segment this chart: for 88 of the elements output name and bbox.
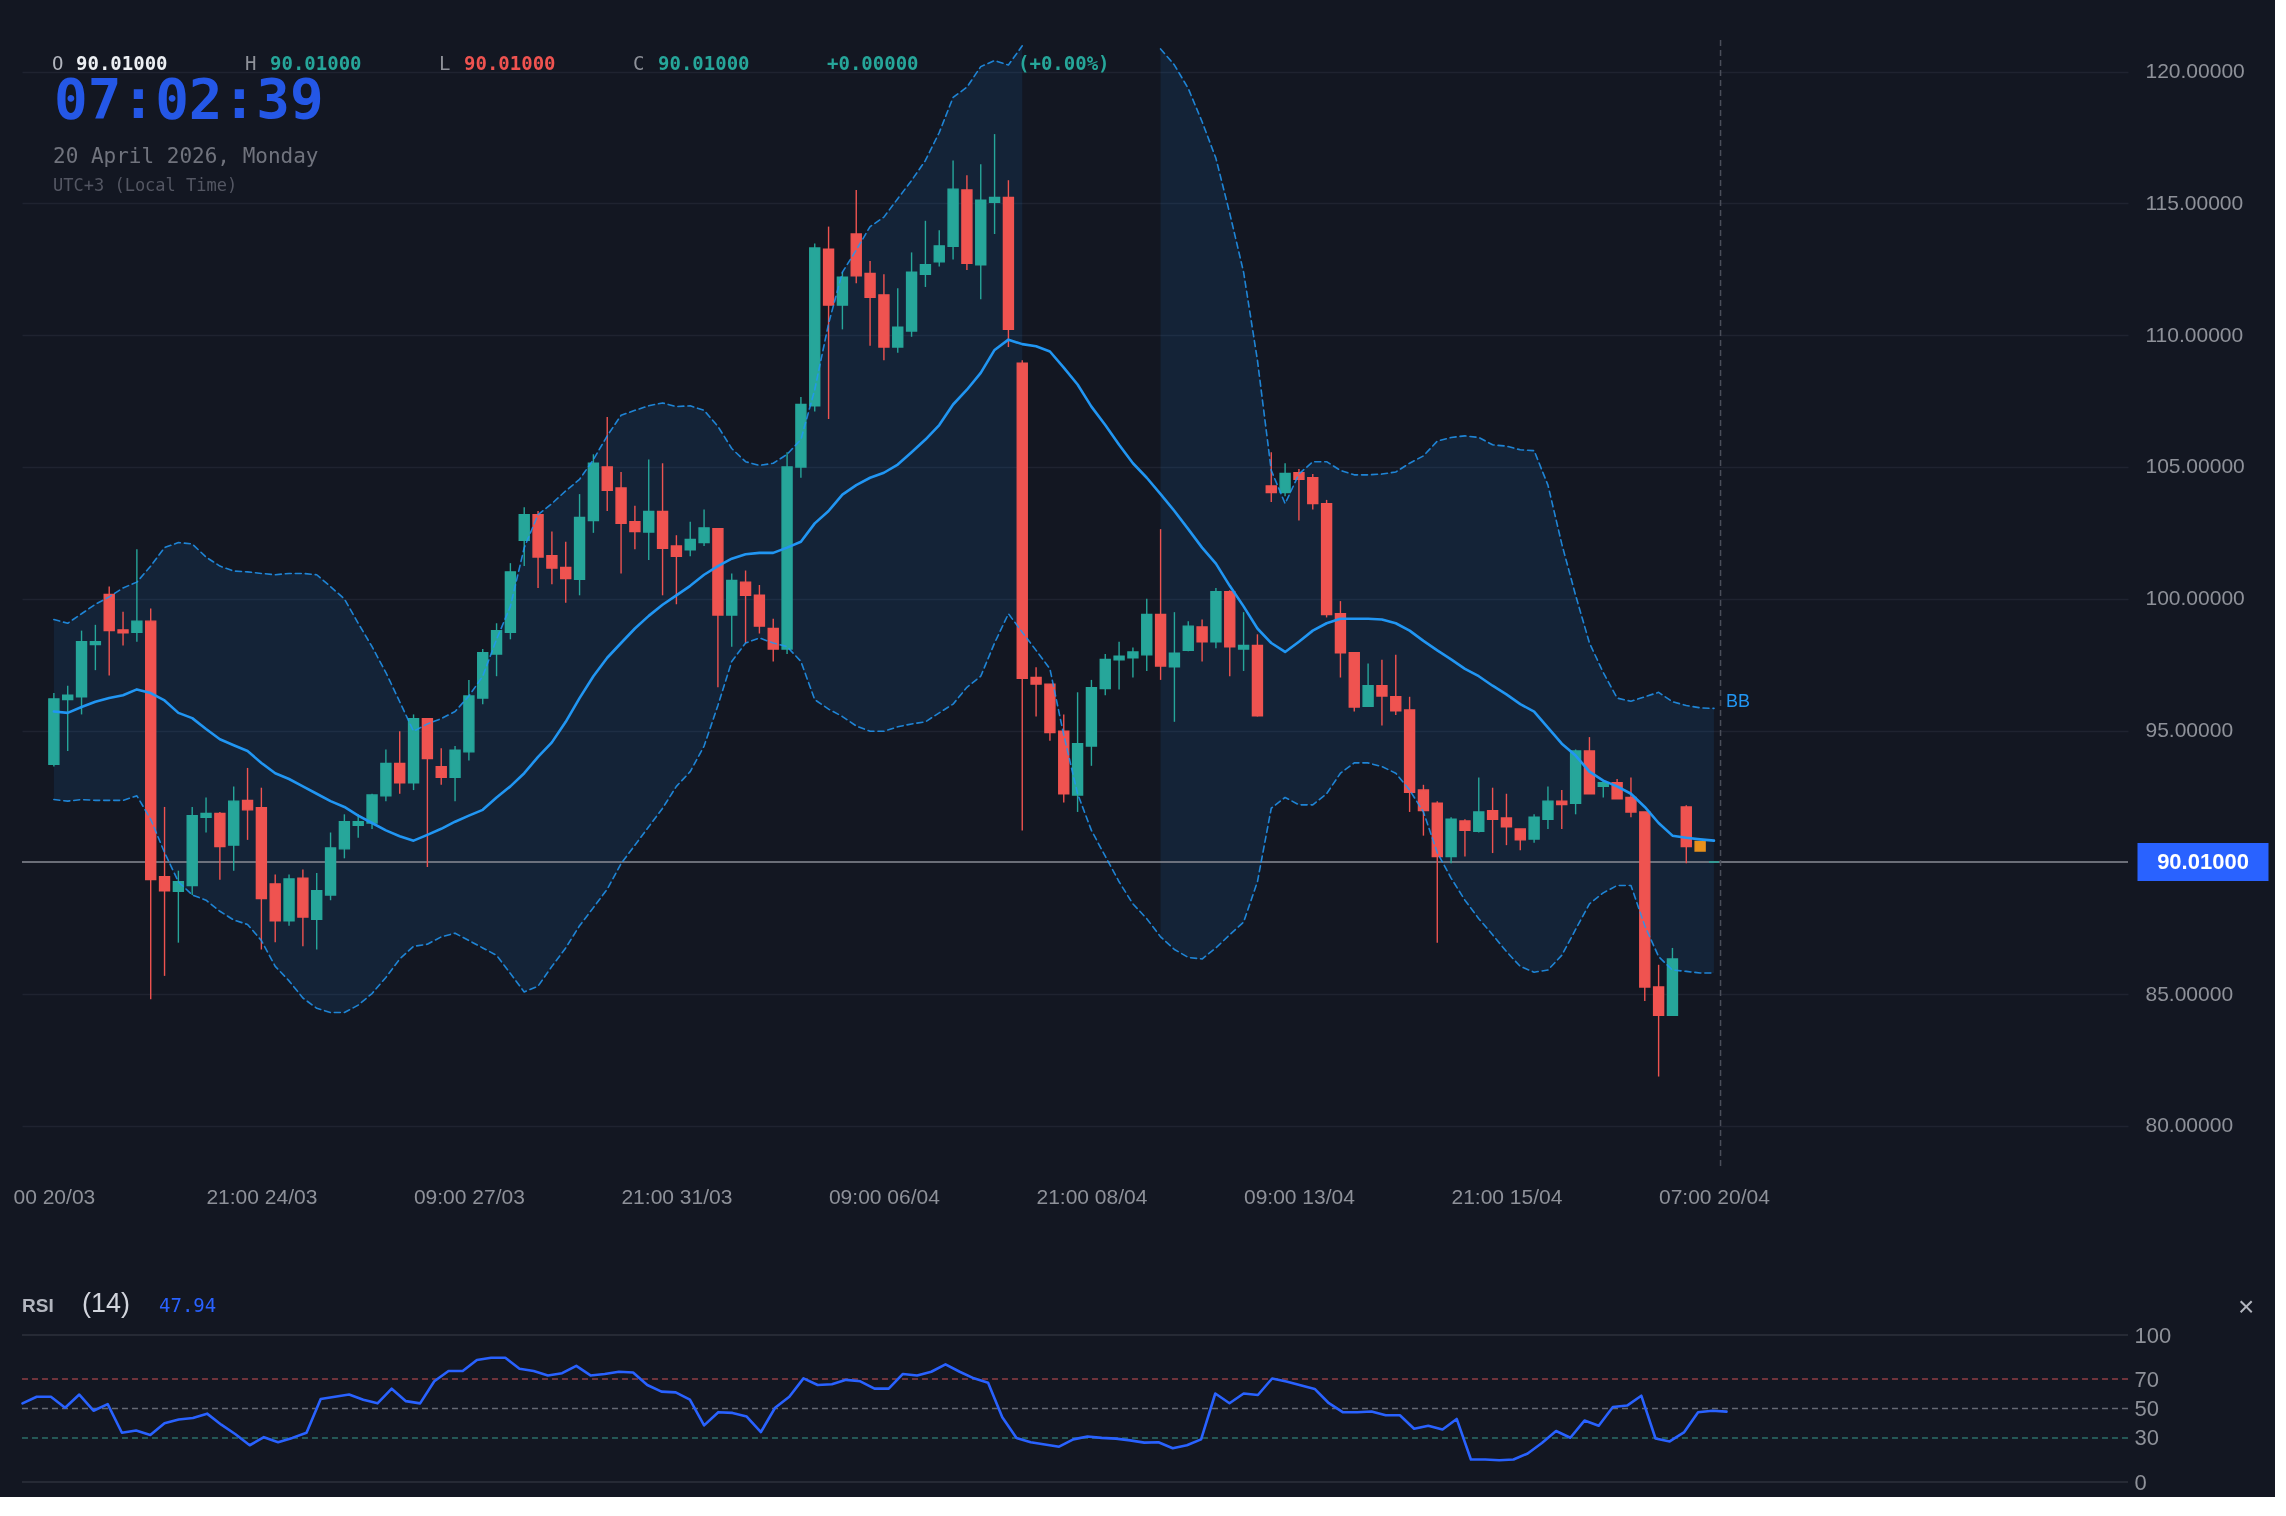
text: × — [2238, 1291, 2255, 1322]
candlestick — [1113, 640, 1125, 691]
candlestick — [1168, 611, 1181, 723]
annotation: H — [245, 52, 257, 74]
candlestick — [767, 618, 779, 663]
annotation: +0.00000 — [827, 52, 919, 74]
candlestick — [1625, 776, 1637, 818]
candlestick — [546, 530, 558, 585]
annotation: 90.01000 — [658, 52, 750, 74]
x-tick-label: 09:00 13/04 — [1243, 1184, 1356, 1208]
candlestick — [1500, 793, 1513, 846]
candlestick — [1030, 666, 1042, 718]
candlestick — [1556, 789, 1568, 830]
x-tick-label: 21:00 15/04 — [1451, 1184, 1563, 1208]
candlestick — [919, 220, 932, 288]
y-tick-label: 100.00000 — [2145, 586, 2245, 610]
y-tick-label: 50 — [2134, 1396, 2159, 1421]
chart-title: RSI — [22, 1294, 54, 1316]
candlestick — [435, 747, 447, 786]
candlestick — [1376, 659, 1388, 727]
y-tick-label: 120.00000 — [2145, 59, 2245, 83]
candlestick — [131, 548, 143, 643]
chart-subtitle: (14) — [82, 1288, 131, 1318]
candlestick — [241, 767, 254, 841]
candlestick — [394, 730, 406, 795]
candlestick — [892, 287, 904, 354]
x-tick-label: 21:00 24/03 — [206, 1184, 318, 1208]
candlestick — [158, 806, 171, 977]
y-tick-label: 80.00000 — [2145, 1113, 2234, 1137]
candlestick — [670, 534, 683, 605]
y-tick-label: 95.00000 — [2145, 718, 2234, 741]
candlestick — [684, 521, 696, 557]
candlestick — [601, 416, 613, 512]
line-series — [52, 338, 1716, 842]
annotation: 90.01000 — [76, 52, 168, 74]
candlestick — [200, 796, 212, 834]
candlestick — [1514, 828, 1526, 851]
candlestick — [1417, 784, 1430, 837]
x-tick-label: 09:00 27/03 — [413, 1184, 525, 1208]
candlestick — [1528, 813, 1540, 844]
candlestick — [89, 624, 102, 671]
x-tick-label: 00 20/03 — [13, 1184, 96, 1208]
y-tick-label: 70 — [2134, 1366, 2159, 1392]
y-tick-label: 30 — [2134, 1425, 2159, 1451]
candlestick — [698, 508, 710, 547]
candlestick — [117, 610, 129, 647]
annotation: 90.01000 — [270, 52, 362, 74]
annotation: (+0.00%) — [1018, 52, 1110, 74]
candlestick — [62, 685, 74, 752]
candlestick — [1486, 787, 1499, 854]
y-tick-label: 100 — [2134, 1322, 2172, 1348]
candlestick — [1542, 785, 1554, 830]
candlestick — [560, 541, 572, 604]
candlestick — [1362, 662, 1374, 707]
candlestick — [1237, 611, 1250, 672]
ref-line-label: 90.01000 — [2157, 849, 2249, 875]
x-tick-label: 09:00 06/04 — [828, 1184, 941, 1208]
candlestick — [1127, 646, 1139, 679]
candlestick — [1390, 654, 1402, 716]
candlestick — [864, 260, 876, 347]
x-tick-label: 21:00 08/04 — [1036, 1184, 1148, 1208]
candlestick — [1293, 468, 1305, 522]
candlestick — [988, 133, 1001, 235]
annotation: L — [439, 52, 451, 74]
candlestick — [933, 229, 945, 268]
x-tick-label: 07:00 20/04 — [1658, 1184, 1771, 1208]
candlestick — [1196, 618, 1208, 663]
candlestick — [1459, 818, 1471, 858]
candlestick — [643, 458, 655, 561]
candlestick — [172, 870, 185, 944]
annotation: UTC+3 (Local Time) — [53, 175, 238, 195]
y-tick-label: 110.00000 — [2145, 322, 2244, 346]
text: 47.94 — [159, 1293, 217, 1316]
text: BB — [1725, 691, 1750, 712]
annotation: 20 April 2026, Monday — [53, 144, 319, 168]
candlestick — [1473, 776, 1485, 834]
annotation: 90.01000 — [464, 52, 556, 74]
y-tick-label: 105.00000 — [2145, 454, 2245, 478]
y-tick-label: 115.00000 — [2145, 190, 2244, 214]
x-tick-label: 21:00 31/03 — [621, 1184, 733, 1208]
candlestick — [1265, 451, 1277, 503]
y-tick-label: 0 — [2134, 1469, 2147, 1495]
candlestick — [629, 505, 641, 550]
y-tick-label: 85.00000 — [2145, 981, 2234, 1005]
candlestick — [1279, 462, 1291, 497]
line-series — [21, 1356, 1728, 1462]
annotation: C — [633, 52, 645, 74]
candlestick — [739, 569, 752, 644]
